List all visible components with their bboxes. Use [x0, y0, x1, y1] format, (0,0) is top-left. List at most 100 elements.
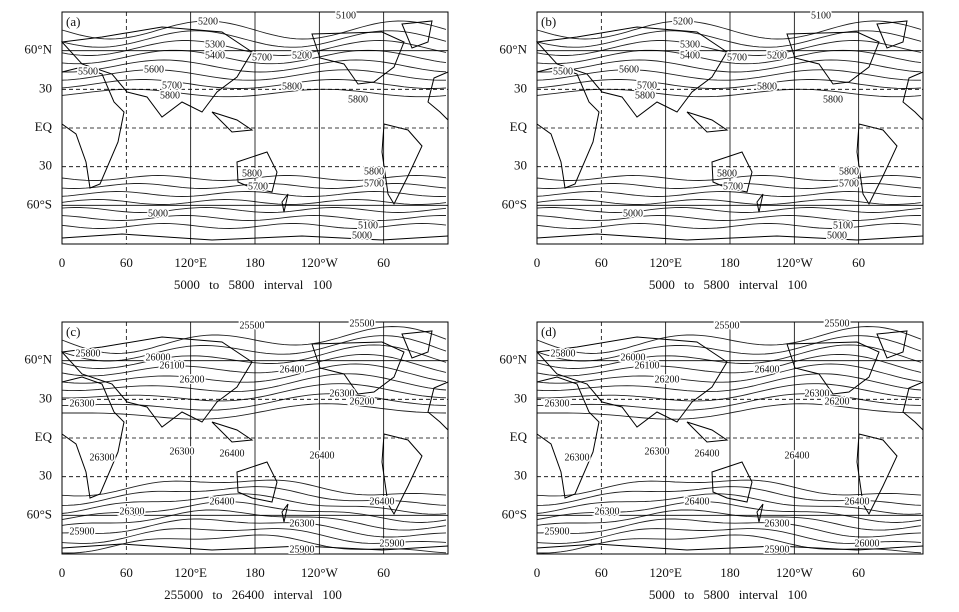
x-axis-label: 0 [534, 565, 541, 580]
contour-label: 5700 [723, 181, 743, 192]
x-axis-label: 60 [377, 255, 390, 270]
y-axis-label: 60°N [24, 352, 52, 367]
y-axis-label: 30 [514, 390, 527, 405]
contour-label: 26300 [765, 518, 790, 529]
contour-label: 5800 [757, 81, 777, 92]
contour-label: 25500 [350, 318, 375, 329]
contour-line [537, 393, 922, 411]
y-axis-label: 60°S [27, 196, 52, 211]
x-axis-label: 180 [245, 255, 265, 270]
contour-line [536, 373, 922, 393]
map-frame [536, 11, 924, 245]
contour-label: 5700 [727, 52, 747, 63]
contour-line [536, 79, 922, 89]
contour-line [536, 353, 922, 377]
x-axis-label: 120°E [649, 255, 682, 270]
contour-label: 5300 [680, 39, 700, 50]
contour-label: 25500 [240, 320, 265, 331]
y-axis-label: 60°S [502, 506, 527, 521]
contour-label: 5700 [162, 80, 182, 91]
y-axis-label: 60°N [499, 42, 527, 57]
contour-label: 26400 [210, 496, 235, 507]
contour-label: 5000 [352, 230, 372, 241]
contour-label: 26400 [685, 496, 710, 507]
contour-label: 5800 [282, 81, 302, 92]
map-frame [536, 321, 924, 555]
contour-line [536, 509, 922, 531]
contour-label: 5700 [637, 80, 657, 91]
contour-label: 25900 [545, 526, 570, 537]
x-axis-label: 60 [120, 255, 133, 270]
contour-label: 5300 [205, 39, 225, 50]
contour-label: 5800 [160, 90, 180, 101]
contour-label: 26400 [220, 448, 245, 459]
contour-line [536, 30, 922, 48]
panel-label: (d) [541, 324, 556, 339]
contour-line [536, 383, 922, 402]
contour-label: 5200 [767, 50, 787, 61]
contour-label: 25800 [76, 348, 101, 359]
contour-line [61, 528, 447, 544]
y-axis-label: EQ [510, 119, 528, 134]
panel-label: (c) [66, 324, 80, 339]
contour-label: 5400 [205, 50, 225, 61]
contour-label: 25800 [551, 348, 576, 359]
contour-line [61, 215, 446, 221]
contour-label: 5700 [252, 52, 272, 63]
contour-label: 26400 [755, 364, 780, 375]
contour-label: 5800 [242, 168, 262, 179]
y-axis-label: 30 [39, 80, 52, 95]
x-axis-label: 120°W [301, 565, 339, 580]
contour-line [536, 534, 922, 554]
contour-label: 25500 [825, 318, 850, 329]
contour-label: 5000 [827, 230, 847, 241]
contour-label: 5800 [717, 168, 737, 179]
contour-line [536, 528, 922, 544]
contour-label: 26400 [695, 448, 720, 459]
contour-label: 26300 [70, 398, 95, 409]
contour-label: 26300 [290, 518, 315, 529]
contour-line [536, 175, 922, 181]
contour-line [61, 199, 447, 205]
contour-label: 25900 [765, 544, 790, 555]
contour-label: 26400 [785, 450, 810, 461]
contour-line [536, 486, 922, 506]
contour-line [61, 175, 447, 181]
contour-line [61, 207, 447, 213]
contour-line [61, 88, 447, 98]
contour-line [61, 534, 447, 554]
contour-label: 26000 [621, 352, 646, 363]
contour-line [61, 373, 447, 393]
contour-label: 26300 [545, 398, 570, 409]
map-frame [61, 11, 449, 245]
contour-label: 5200 [673, 16, 693, 27]
x-axis-label: 120°E [174, 255, 207, 270]
contour-label: 5200 [292, 50, 312, 61]
contour-line [536, 215, 921, 221]
y-axis-label: 30 [514, 158, 527, 173]
panel-caption: 5000 to 5800 interval 100 [174, 277, 332, 292]
contour-label: 5600 [619, 64, 639, 75]
contour-label: 5100 [358, 220, 378, 231]
contour-label: 26300 [170, 446, 195, 457]
y-axis-label: 30 [514, 80, 527, 95]
y-axis-label: 30 [514, 468, 527, 483]
contour-label: 26200 [655, 374, 680, 385]
contour-label: 26300 [595, 506, 620, 517]
contour-line [61, 223, 447, 229]
contour-label: 5800 [635, 90, 655, 101]
contour-label: 26300 [805, 388, 830, 399]
contour-label: 26200 [350, 396, 375, 407]
contour-label: 26300 [330, 388, 355, 399]
x-axis-label: 60 [120, 565, 133, 580]
y-axis-label: 60°N [24, 42, 52, 57]
x-axis-label: 60 [852, 255, 865, 270]
contour-line [536, 493, 922, 515]
contour-label: 5800 [823, 94, 843, 105]
contour-label: 25900 [70, 526, 95, 537]
contour-line [61, 191, 447, 197]
x-axis-label: 120°W [301, 255, 339, 270]
